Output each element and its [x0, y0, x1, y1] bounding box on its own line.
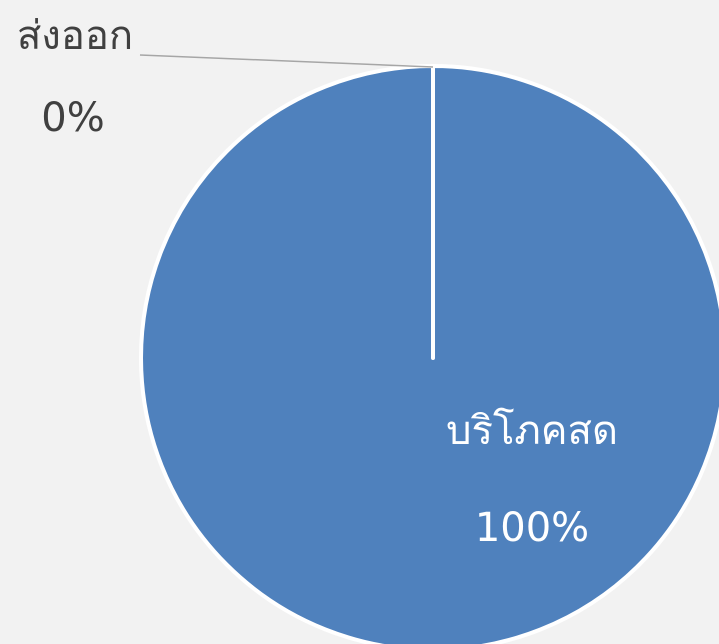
- slice-label: บริโภคสด: [446, 408, 618, 454]
- slice-value-label: 100%: [475, 505, 589, 551]
- pie-slice: [139, 64, 719, 644]
- leader-line: [139, 54, 434, 68]
- slice-value-label: 0%: [41, 95, 104, 141]
- slice-label: ส่งออก: [17, 13, 133, 59]
